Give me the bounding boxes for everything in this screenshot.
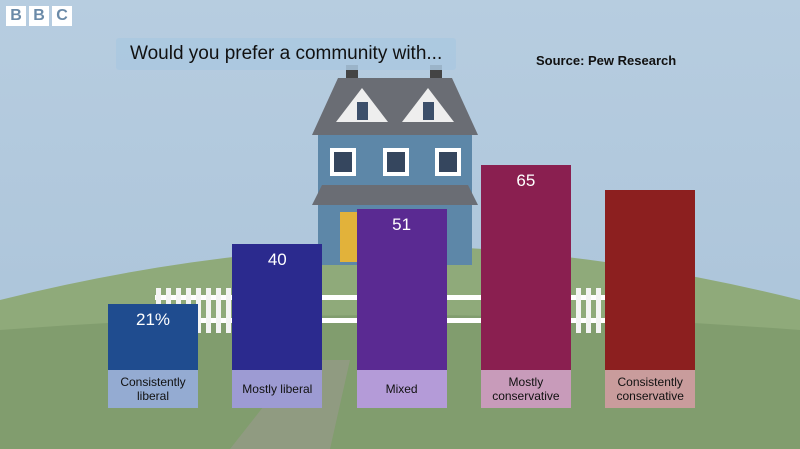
fence-picket bbox=[576, 288, 581, 333]
logo-letter: B bbox=[29, 6, 49, 26]
chart-title: Would you prefer a community with... bbox=[116, 38, 457, 70]
data-label: 40 bbox=[267, 250, 287, 269]
logo-letter: C bbox=[52, 6, 72, 26]
fence-picket bbox=[206, 288, 211, 333]
bar bbox=[480, 165, 571, 370]
x-tick-label: Mostly conservative bbox=[480, 370, 571, 408]
data-label: 51 bbox=[392, 215, 412, 235]
x-tick-label: Consistently liberal bbox=[108, 370, 198, 408]
x-tick-label: Mostly liberal bbox=[232, 370, 323, 408]
data-label: 65 bbox=[516, 171, 536, 191]
bar bbox=[356, 209, 447, 370]
x-tick-label: Mixed bbox=[356, 370, 447, 408]
fence-picket bbox=[596, 288, 601, 333]
bar bbox=[605, 190, 696, 370]
fence-picket bbox=[196, 288, 201, 333]
logo-letter: B bbox=[6, 6, 26, 26]
x-tick-label: Consistently conservative bbox=[605, 370, 696, 408]
bar bbox=[232, 244, 323, 370]
fence-picket bbox=[216, 288, 221, 333]
fence-picket bbox=[226, 288, 231, 333]
fence-picket bbox=[586, 288, 591, 333]
logo: B B C bbox=[6, 6, 72, 26]
source: Source: Pew Research bbox=[536, 53, 677, 68]
data-label: 21% bbox=[135, 309, 171, 329]
bar bbox=[108, 303, 198, 370]
